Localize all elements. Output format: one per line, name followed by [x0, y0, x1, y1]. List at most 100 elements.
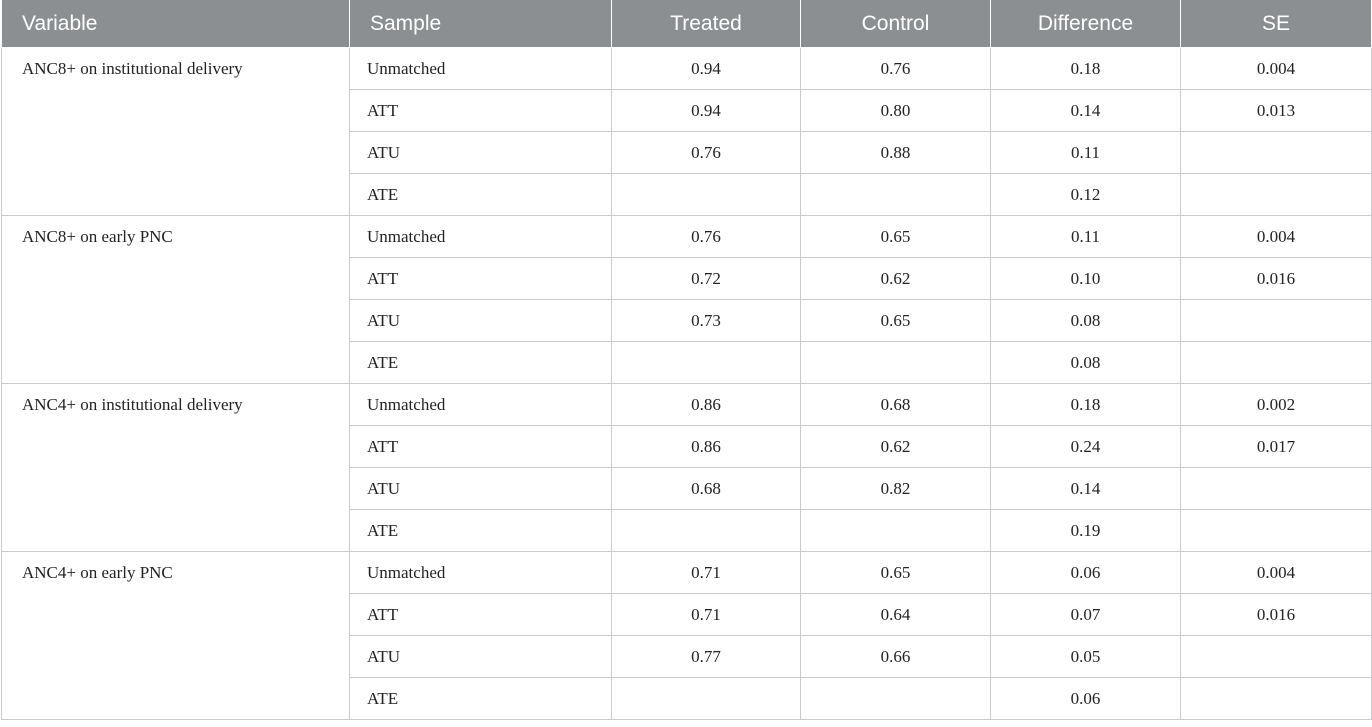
- treated-cell: 0.76: [611, 131, 801, 174]
- treated-cell: 0.72: [611, 257, 801, 300]
- control-cell: 0.64: [800, 593, 991, 636]
- sample-cell: ATU: [349, 635, 612, 678]
- sample-cell: ATE: [349, 173, 612, 216]
- difference-cell: 0.18: [990, 47, 1181, 90]
- sample-cell: Unmatched: [349, 383, 612, 426]
- control-cell: [800, 173, 991, 216]
- table-row: ANC8+ on early PNC Unmatched 0.76 0.65 0.11 0…: [1, 215, 1372, 384]
- header-variable: Variable: [1, 0, 350, 48]
- control-cell: 0.66: [800, 635, 991, 678]
- treated-cell: 0.86: [611, 425, 801, 468]
- variable-cell: ANC4+ on institutional delivery: [1, 383, 350, 552]
- control-cell: [800, 509, 991, 552]
- difference-cell: 0.11: [990, 215, 1181, 258]
- table-body: ANC8+ on institutional delivery Unmatched…: [1, 47, 1372, 720]
- control-cell: 0.82: [800, 467, 991, 510]
- treated-cell: 0.94: [611, 89, 801, 132]
- se-cell: [1180, 131, 1372, 174]
- sample-cell: ATU: [349, 131, 612, 174]
- difference-cell: 0.12: [990, 173, 1181, 216]
- variable-cell: ANC4+ on early PNC: [1, 551, 350, 720]
- se-cell: 0.002: [1180, 383, 1372, 426]
- se-cell: [1180, 677, 1372, 720]
- difference-cell: 0.14: [990, 89, 1181, 132]
- treated-cell: [611, 509, 801, 552]
- control-cell: [800, 341, 991, 384]
- treated-cell: [611, 341, 801, 384]
- treated-cell: [611, 173, 801, 216]
- se-cell: 0.013: [1180, 89, 1372, 132]
- se-cell: [1180, 635, 1372, 678]
- header-difference: Difference: [990, 0, 1181, 48]
- sample-cell: ATE: [349, 677, 612, 720]
- table-row: ATT 0.86 0.62 0.24 0.017: [2, 425, 1372, 468]
- control-cell: 0.80: [800, 89, 991, 132]
- control-cell: 0.76: [800, 47, 991, 90]
- difference-cell: 0.08: [990, 341, 1181, 384]
- sample-cell: Unmatched: [349, 47, 612, 90]
- se-cell: [1180, 173, 1372, 216]
- table-row: ATE 0.12: [2, 173, 1372, 216]
- difference-cell: 0.18: [990, 383, 1181, 426]
- sample-cell: ATU: [349, 467, 612, 510]
- difference-cell: 0.05: [990, 635, 1181, 678]
- table-row: ATU 0.76 0.88 0.11: [2, 131, 1372, 174]
- sample-cell: ATE: [349, 341, 612, 384]
- se-cell: [1180, 341, 1372, 384]
- sample-cell: ATT: [349, 425, 612, 468]
- table-row: ATT 0.72 0.62 0.10 0.016: [2, 257, 1372, 300]
- treated-cell: 0.86: [611, 383, 801, 426]
- difference-cell: 0.07: [990, 593, 1181, 636]
- table-row: ATE 0.06: [2, 677, 1372, 720]
- control-cell: 0.68: [800, 383, 991, 426]
- treated-cell: 0.76: [611, 215, 801, 258]
- table-row: ATT 0.71 0.64 0.07 0.016: [2, 593, 1372, 636]
- treated-cell: 0.68: [611, 467, 801, 510]
- se-cell: 0.004: [1180, 215, 1372, 258]
- variable-cell: ANC8+ on early PNC: [1, 215, 350, 384]
- table-row: ATT 0.94 0.80 0.14 0.013: [2, 89, 1372, 132]
- difference-cell: 0.10: [990, 257, 1181, 300]
- sample-cell: Unmatched: [349, 551, 612, 594]
- header-row: Variable Sample Treated Control Differen…: [1, 0, 1372, 48]
- treated-cell: 0.71: [611, 551, 801, 594]
- se-cell: 0.016: [1180, 257, 1372, 300]
- treated-cell: [611, 677, 801, 720]
- sample-cell: Unmatched: [349, 215, 612, 258]
- se-cell: 0.004: [1180, 47, 1372, 90]
- se-cell: 0.016: [1180, 593, 1372, 636]
- se-cell: [1180, 299, 1372, 342]
- table-row: ATE 0.19: [2, 509, 1372, 552]
- control-cell: 0.62: [800, 425, 991, 468]
- table-row: ANC4+ on institutional delivery Unmatched…: [1, 383, 1372, 552]
- table-row: ANC8+ on institutional delivery Unmatched…: [1, 47, 1372, 216]
- se-cell: [1180, 467, 1372, 510]
- variable-cell: ANC8+ on institutional delivery: [1, 47, 350, 216]
- header-control: Control: [800, 0, 991, 48]
- treated-cell: 0.71: [611, 593, 801, 636]
- table-row: ANC4+ on early PNC Unmatched 0.71 0.65 0.06 0…: [1, 551, 1372, 720]
- control-cell: [800, 677, 991, 720]
- control-cell: 0.62: [800, 257, 991, 300]
- difference-cell: 0.06: [990, 551, 1181, 594]
- sample-cell: ATE: [349, 509, 612, 552]
- control-cell: 0.65: [800, 551, 991, 594]
- difference-cell: 0.24: [990, 425, 1181, 468]
- table-header: Variable Sample Treated Control Differen…: [1, 0, 1372, 48]
- difference-cell: 0.19: [990, 509, 1181, 552]
- difference-cell: 0.08: [990, 299, 1181, 342]
- se-cell: 0.004: [1180, 551, 1372, 594]
- treated-cell: 0.77: [611, 635, 801, 678]
- header-se: SE: [1180, 0, 1372, 48]
- sample-cell: ATT: [349, 593, 612, 636]
- sample-cell: ATT: [349, 89, 612, 132]
- se-cell: [1180, 509, 1372, 552]
- control-cell: 0.65: [800, 215, 991, 258]
- treated-cell: 0.94: [611, 47, 801, 90]
- table-row: ATU 0.73 0.65 0.08: [2, 299, 1372, 342]
- header-treated: Treated: [611, 0, 801, 48]
- header-sample: Sample: [349, 0, 612, 48]
- difference-cell: 0.11: [990, 131, 1181, 174]
- difference-cell: 0.14: [990, 467, 1181, 510]
